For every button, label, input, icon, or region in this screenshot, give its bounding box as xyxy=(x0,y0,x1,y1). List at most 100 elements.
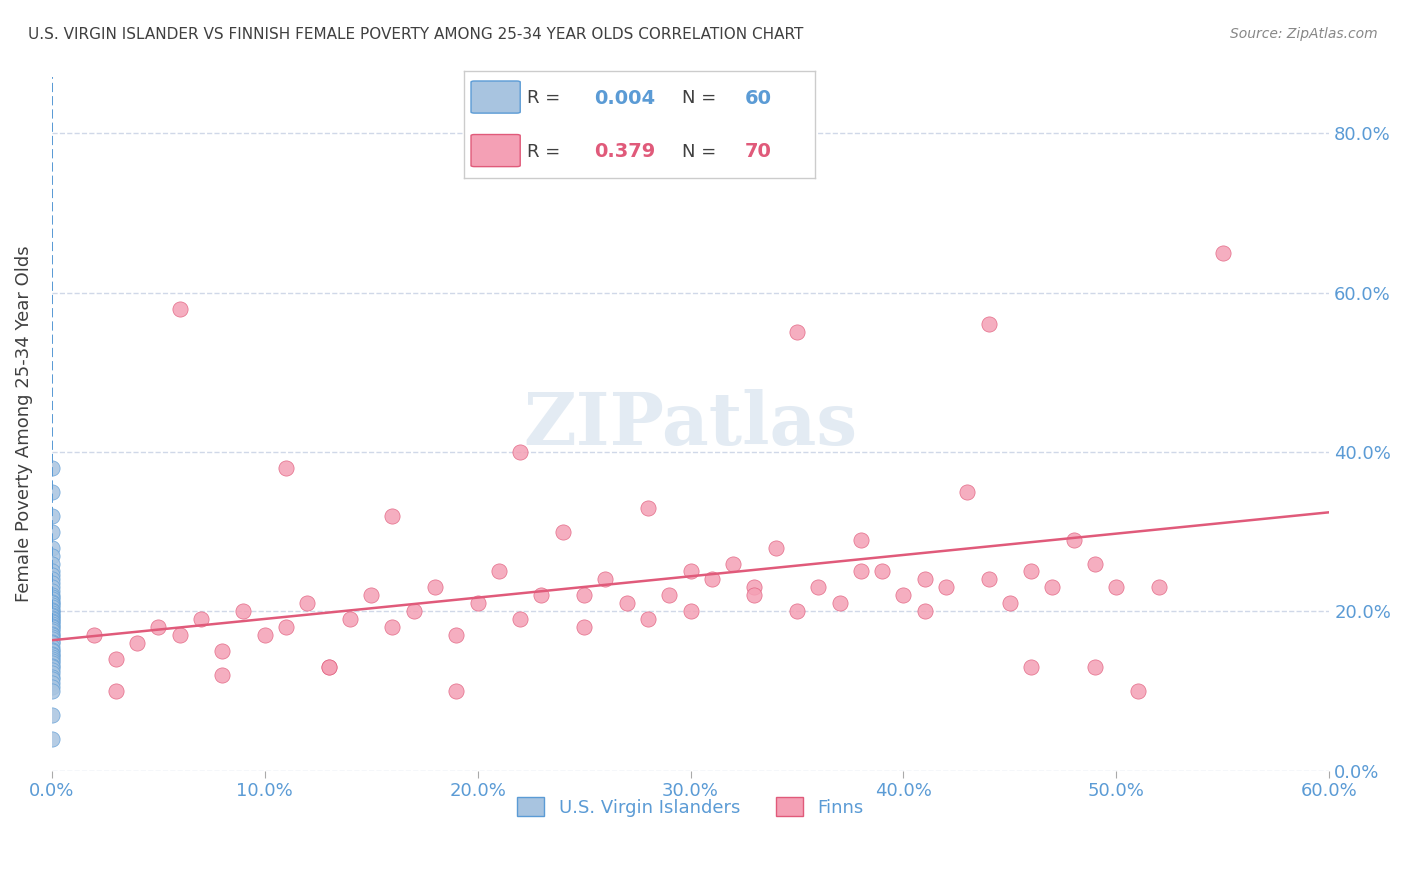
Finns xyxy=(1084,660,1107,674)
Finns xyxy=(1212,245,1234,260)
Finns xyxy=(381,620,404,634)
U.S. Virgin Islanders xyxy=(41,670,63,684)
U.S. Virgin Islanders xyxy=(41,541,63,555)
U.S. Virgin Islanders xyxy=(41,610,63,624)
U.S. Virgin Islanders xyxy=(41,648,63,662)
U.S. Virgin Islanders xyxy=(41,634,63,648)
U.S. Virgin Islanders xyxy=(41,622,63,636)
U.S. Virgin Islanders xyxy=(41,649,63,664)
U.S. Virgin Islanders xyxy=(41,584,63,599)
Finns xyxy=(637,612,659,626)
U.S. Virgin Islanders xyxy=(41,660,63,674)
Finns xyxy=(402,604,425,618)
Finns xyxy=(914,573,936,587)
Text: ZIPatlas: ZIPatlas xyxy=(523,389,858,459)
U.S. Virgin Islanders xyxy=(41,731,63,746)
U.S. Virgin Islanders xyxy=(41,676,63,690)
Finns xyxy=(658,588,681,602)
Finns xyxy=(488,565,510,579)
Finns xyxy=(381,508,404,523)
Finns xyxy=(914,604,936,618)
Finns xyxy=(1019,660,1042,674)
Text: N =: N = xyxy=(682,143,716,161)
U.S. Virgin Islanders xyxy=(41,617,63,632)
Finns xyxy=(253,628,276,642)
U.S. Virgin Islanders xyxy=(41,618,63,632)
U.S. Virgin Islanders xyxy=(41,640,63,655)
U.S. Virgin Islanders xyxy=(41,652,63,666)
Finns xyxy=(595,573,617,587)
Finns xyxy=(572,588,595,602)
Finns xyxy=(786,604,808,618)
Finns xyxy=(232,604,254,618)
U.S. Virgin Islanders xyxy=(41,581,63,595)
U.S. Virgin Islanders xyxy=(41,603,63,617)
Finns xyxy=(169,301,191,316)
Text: 60: 60 xyxy=(745,88,772,108)
Finns xyxy=(700,573,723,587)
U.S. Virgin Islanders xyxy=(41,680,63,694)
U.S. Virgin Islanders xyxy=(41,596,63,610)
Finns xyxy=(956,484,979,499)
Finns xyxy=(807,581,830,595)
U.S. Virgin Islanders xyxy=(41,672,63,686)
Finns xyxy=(1019,565,1042,579)
Finns xyxy=(446,684,468,698)
Finns xyxy=(744,588,766,602)
Finns xyxy=(679,604,702,618)
Finns xyxy=(211,668,233,682)
Finns xyxy=(616,596,638,610)
Legend: U.S. Virgin Islanders, Finns: U.S. Virgin Islanders, Finns xyxy=(510,790,872,824)
Finns xyxy=(870,565,893,579)
U.S. Virgin Islanders xyxy=(41,524,63,539)
U.S. Virgin Islanders xyxy=(41,604,63,618)
Finns xyxy=(935,581,957,595)
Finns xyxy=(104,684,127,698)
Finns xyxy=(551,524,574,539)
Finns xyxy=(849,533,872,547)
U.S. Virgin Islanders xyxy=(41,656,63,670)
U.S. Virgin Islanders xyxy=(41,592,63,607)
Finns xyxy=(169,628,191,642)
Finns xyxy=(786,326,808,340)
U.S. Virgin Islanders xyxy=(41,484,63,499)
Finns xyxy=(1084,557,1107,571)
U.S. Virgin Islanders xyxy=(41,595,63,609)
U.S. Virgin Islanders xyxy=(41,628,63,642)
U.S. Virgin Islanders xyxy=(41,508,63,523)
Finns xyxy=(339,612,361,626)
U.S. Virgin Islanders xyxy=(41,461,63,475)
U.S. Virgin Islanders xyxy=(41,606,63,620)
Finns xyxy=(721,557,744,571)
Finns xyxy=(765,541,787,555)
U.S. Virgin Islanders xyxy=(41,632,63,647)
Finns xyxy=(1063,533,1085,547)
Text: Source: ZipAtlas.com: Source: ZipAtlas.com xyxy=(1230,27,1378,41)
Finns xyxy=(679,565,702,579)
Text: R =: R = xyxy=(527,143,561,161)
U.S. Virgin Islanders xyxy=(41,615,63,630)
Finns xyxy=(1105,581,1128,595)
Finns xyxy=(211,644,233,658)
Finns xyxy=(423,581,446,595)
Finns xyxy=(125,636,148,650)
U.S. Virgin Islanders xyxy=(41,598,63,612)
U.S. Virgin Islanders xyxy=(41,663,63,677)
Finns xyxy=(509,612,531,626)
Finns xyxy=(509,445,531,459)
U.S. Virgin Islanders xyxy=(41,576,63,591)
Finns xyxy=(1042,581,1064,595)
Finns xyxy=(148,620,170,634)
Text: 70: 70 xyxy=(745,142,772,161)
U.S. Virgin Islanders xyxy=(41,600,63,615)
U.S. Virgin Islanders xyxy=(41,573,63,587)
U.S. Virgin Islanders xyxy=(41,557,63,571)
U.S. Virgin Islanders xyxy=(41,612,63,626)
Finns xyxy=(318,660,340,674)
Text: R =: R = xyxy=(527,89,561,107)
Finns xyxy=(274,620,297,634)
Text: 0.379: 0.379 xyxy=(595,142,655,161)
U.S. Virgin Islanders xyxy=(41,614,63,628)
Finns xyxy=(1126,684,1149,698)
U.S. Virgin Islanders xyxy=(41,630,63,644)
